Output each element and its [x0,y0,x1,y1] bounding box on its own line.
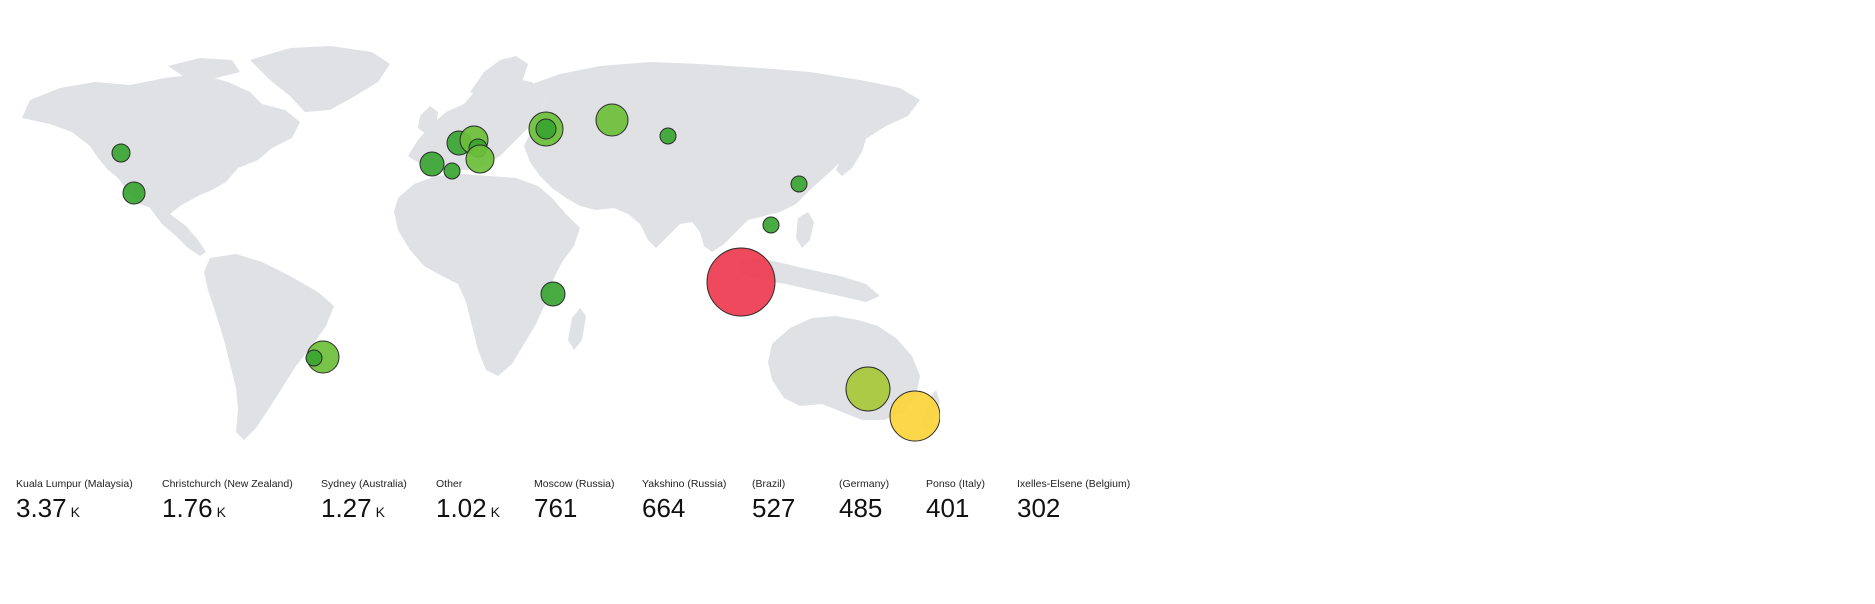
metric-value: 1.02 K [436,493,500,523]
metric-ixelles-elsene[interactable]: Ixelles-Elsene (Belgium) 302 [1017,478,1130,527]
bubble-christchurch[interactable] [889,390,940,442]
land-south-america [204,254,334,440]
land-greenland [250,46,390,112]
land-uk [418,106,438,134]
bubble-siberia[interactable] [659,127,677,145]
metric-value: 527 [752,493,796,523]
bubble-east-africa[interactable] [540,281,566,307]
metric-unit: K [375,504,385,520]
metric-value: 1.27 K [321,493,385,523]
metric-christchurch[interactable]: Christchurch (New Zealand) 1.76 K [162,478,293,527]
metric-label: Christchurch (New Zealand) [162,478,293,490]
bubble-kuala-lumpur[interactable] [706,247,776,317]
metric-label: Ixelles-Elsene (Belgium) [1017,478,1131,490]
land-arctic-islands [168,58,240,78]
bubble-sydney[interactable] [845,366,891,412]
bubble-ural[interactable] [595,103,629,137]
metric-label: Yakshino (Russia) [642,478,727,490]
metric-unit: K [216,504,226,520]
land-layer [22,46,940,440]
metric-germany[interactable]: (Germany) 485 [839,478,889,527]
metric-brazil[interactable]: (Brazil) 527 [752,478,799,527]
metric-value: 1.76 K [162,493,226,523]
bubble-layer [111,103,940,442]
world-map[interactable] [0,0,940,470]
metric-unit: K [490,504,500,520]
bubble-spain[interactable] [419,151,445,177]
metric-moscow[interactable]: Moscow (Russia) 761 [534,478,615,527]
bubble-california[interactable] [122,181,146,205]
metric-label: (Germany) [839,478,890,490]
metric-label: Sydney (Australia) [321,478,407,490]
land-scandinavia [470,56,528,100]
land-indonesia [738,258,880,302]
metric-kuala-lumpur[interactable]: Kuala Lumpur (Malaysia) 3.37 K [16,478,133,527]
metric-label: Ponso (Italy) [926,478,985,490]
land-africa [394,174,580,376]
metric-ponso[interactable]: Ponso (Italy) 401 [926,478,985,527]
metric-yakshino[interactable]: Yakshino (Russia) 664 [642,478,726,527]
metric-label: Other [436,478,463,490]
metric-value: 664 [642,493,686,523]
metric-other[interactable]: Other 1.02 K [436,478,500,527]
metric-value: 761 [534,493,578,523]
land-central-america [150,208,206,256]
metric-value: 485 [839,493,883,523]
metric-value: 401 [926,493,970,523]
metric-value: 302 [1017,493,1061,523]
land-north-america [22,74,300,214]
bubble-france-south[interactable] [443,162,461,180]
bubble-brazil-inner[interactable] [305,349,323,367]
metric-label: Kuala Lumpur (Malaysia) [16,478,133,490]
bubble-italy[interactable] [465,144,495,174]
bubble-vietnam[interactable] [762,216,780,234]
land-madagascar [568,308,586,350]
land-asia [524,62,920,252]
map-panel [0,0,940,470]
metric-sydney[interactable]: Sydney (Australia) 1.27 K [321,478,407,527]
metric-label: Moscow (Russia) [534,478,615,490]
land-philippines [796,212,814,248]
metric-label: (Brazil) [752,478,786,490]
land-europe [408,78,546,170]
land-japan [836,124,868,176]
bubble-north-america-west[interactable] [111,143,131,163]
metric-unit: K [70,504,80,520]
bubble-moscow-inner[interactable] [535,118,557,140]
bubble-east-china[interactable] [790,175,808,193]
metric-value: 3.37 K [16,493,80,523]
